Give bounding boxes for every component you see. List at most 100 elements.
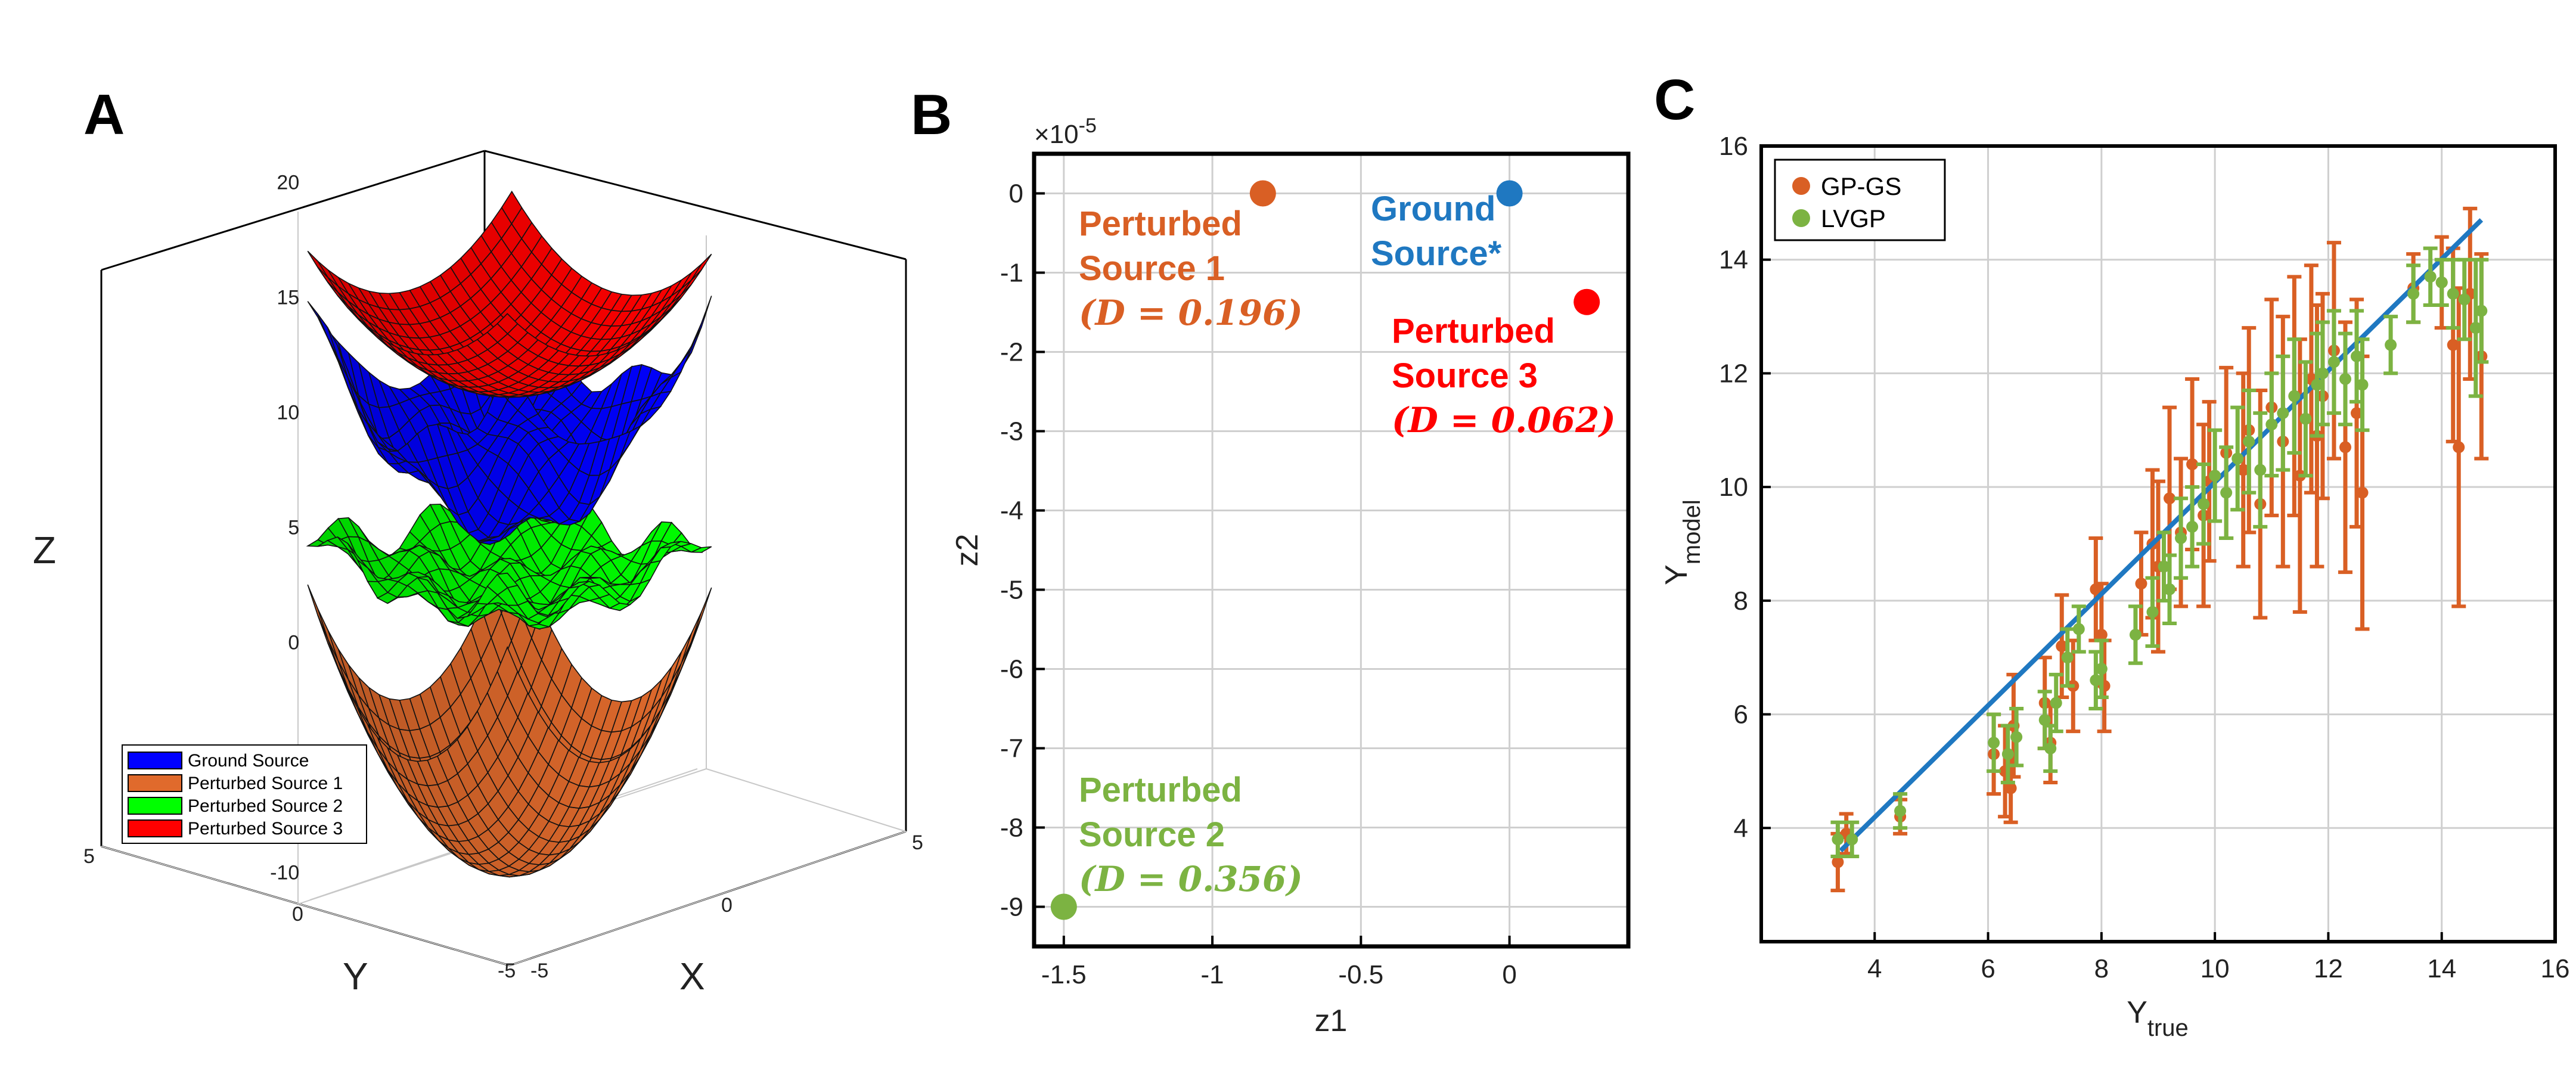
panel-c-point	[2447, 339, 2459, 351]
panel-c-axes-box	[1759, 144, 2557, 943]
panel-a-legend-swatch	[128, 752, 182, 769]
panel-c-point	[1846, 833, 1858, 846]
panel-a-y-tick: 5	[83, 845, 95, 868]
panel-c-point	[2072, 623, 2085, 635]
panel-c-x-tick: 8	[2094, 954, 2109, 983]
panel-b-point	[1573, 288, 1600, 315]
panel-b-point	[1050, 893, 1077, 920]
panel-c-point	[2243, 435, 2255, 448]
panel-a-legend-label: Perturbed Source 1	[188, 774, 343, 793]
panel-c-point	[2356, 486, 2369, 499]
panel-c-point	[2385, 339, 2397, 351]
panel-c-y-tick: 12	[1719, 359, 1748, 388]
panel-a-legend-swatch	[128, 819, 182, 837]
panel-b-multiplier-base: ×10	[1034, 120, 1079, 149]
panel-c-point	[2254, 464, 2267, 476]
panel-a-z-tick: 5	[288, 517, 299, 539]
panel-c-point	[2232, 452, 2244, 465]
surface-facet	[307, 250, 328, 278]
panel-b-y-tick: -3	[1000, 417, 1023, 446]
panel-b-y-tick: -1	[1000, 259, 1023, 288]
panel-c-legend-label: GP-GS	[1821, 172, 1901, 200]
panel-b-y-tick: -2	[1000, 338, 1023, 367]
panel-a-legend-label: Perturbed Source 2	[188, 796, 343, 816]
panel-c-point	[2453, 441, 2465, 454]
panel-a-y-ticks: 5 0 -5	[83, 845, 516, 982]
panel-a-z-tick: 0	[288, 632, 299, 654]
panel-c-point	[1832, 833, 1844, 846]
panel-c-point	[2090, 583, 2102, 595]
panel-a-letter: A	[83, 83, 125, 147]
surface-facet	[681, 323, 702, 363]
panel-b-grid	[1034, 154, 1628, 946]
panel-a-legend-label: Ground Source	[188, 751, 309, 771]
panel-c-legend-entries: GP-GS LVGP	[1792, 172, 1901, 232]
surface-facet	[496, 572, 519, 589]
panel-a-z-tick: 10	[277, 402, 299, 424]
panel-c-point	[2351, 350, 2363, 362]
panel-c-point	[2327, 356, 2340, 368]
panel-b-multiplier: ×10-5	[1034, 114, 1097, 149]
panel-a-z-tick: 15	[277, 287, 299, 309]
panel-b-annotation-line: Source 2	[1079, 815, 1225, 854]
panel-b-point	[1496, 180, 1523, 207]
panel-c-y-label-sub: model	[1679, 499, 1705, 564]
panel-c-point	[2004, 782, 2017, 794]
panel-c-y-tick: 8	[1734, 586, 1748, 616]
panel-b-x-tick: -1	[1201, 960, 1224, 989]
surface-facet	[317, 313, 339, 358]
panel-c-x-tick: 4	[1867, 954, 1882, 983]
panel-b-annotation-line: Source 1	[1079, 249, 1225, 288]
panel-a-legend-swatch	[128, 797, 182, 815]
panel-b-y-tick: -6	[1000, 655, 1023, 684]
panel-b-y-tick: -8	[1000, 814, 1023, 843]
panel-c-point	[2447, 287, 2459, 300]
surface-facet	[671, 632, 693, 682]
panel-c-y-tick: 10	[1719, 473, 1748, 502]
panel-b-axes-box	[1032, 151, 1631, 949]
surface-facet	[327, 630, 349, 680]
panel-c-point	[2209, 470, 2221, 482]
panel-a-surfaces	[306, 190, 712, 878]
panel-a-legend-entries: Ground Source Perturbed Source 1 Perturbed…	[128, 751, 343, 839]
panel-c-point	[1988, 737, 2000, 749]
panel-b-ticks: -1.5 -1 -0.5 0 0 -1 -2 -3 -4 -5 -6 -7 -8 -9	[1000, 179, 1517, 990]
panel-a-y-tick: 0	[292, 903, 303, 926]
panel-b-y-tick: -9	[1000, 893, 1023, 922]
panel-c-x-tick: 16	[2541, 954, 2570, 983]
panel-c-legend-label: LVGP	[1821, 204, 1886, 232]
panel-a-legend-swatch	[128, 774, 182, 792]
surface-facet	[670, 349, 692, 378]
panel-c-x-tick: 14	[2427, 954, 2456, 983]
panel-c-series-lvgp	[1830, 246, 2489, 858]
panel-b-annotation-d: (D = 0.356)	[1079, 859, 1303, 899]
panel-c-diagonal-line	[1839, 218, 2484, 853]
panel-b-y-label: z2	[950, 534, 985, 567]
panel-a-x-tick: -5	[530, 960, 548, 982]
panel-b-annotation-line: Source 3	[1392, 356, 1538, 395]
panel-c-point	[2299, 412, 2312, 425]
panel-c-x-tick: 6	[1981, 954, 1995, 983]
panel-c-point	[2220, 486, 2233, 499]
panel-c-point	[2198, 498, 2210, 510]
panel-c-point	[2424, 271, 2437, 283]
panel-c-point	[2186, 458, 2199, 470]
panel-c-point	[2044, 742, 2057, 755]
panel-a-legend-label: Perturbed Source 3	[188, 819, 343, 839]
panel-b-x-tick: -0.5	[1338, 960, 1383, 989]
panel-a-box-top-left	[101, 150, 485, 271]
panel-b-annotation-d: (D = 0.062)	[1392, 400, 1616, 440]
surface-facet	[496, 313, 519, 335]
panel-c: C 4 6 8 10 12 14 16 4 6 8 10 12 14 16 GP-GS LVGP Ytrue…	[1654, 68, 2569, 1041]
panel-b-annotation-line: Perturbed	[1079, 771, 1242, 809]
panel-c-point	[2237, 464, 2249, 476]
panel-c-point	[2056, 640, 2068, 653]
panel-c-point	[2001, 748, 2014, 760]
panel-c-y-label-main: Y	[1659, 564, 1694, 585]
panel-a-x-label: X	[679, 955, 705, 998]
panel-c-legend-marker	[1792, 209, 1810, 227]
panel-a-x-tick: 5	[912, 831, 923, 854]
surface-perturbed-source-3	[307, 190, 712, 398]
panel-b-letter: B	[911, 83, 952, 147]
panel-c-point	[2186, 520, 2199, 533]
